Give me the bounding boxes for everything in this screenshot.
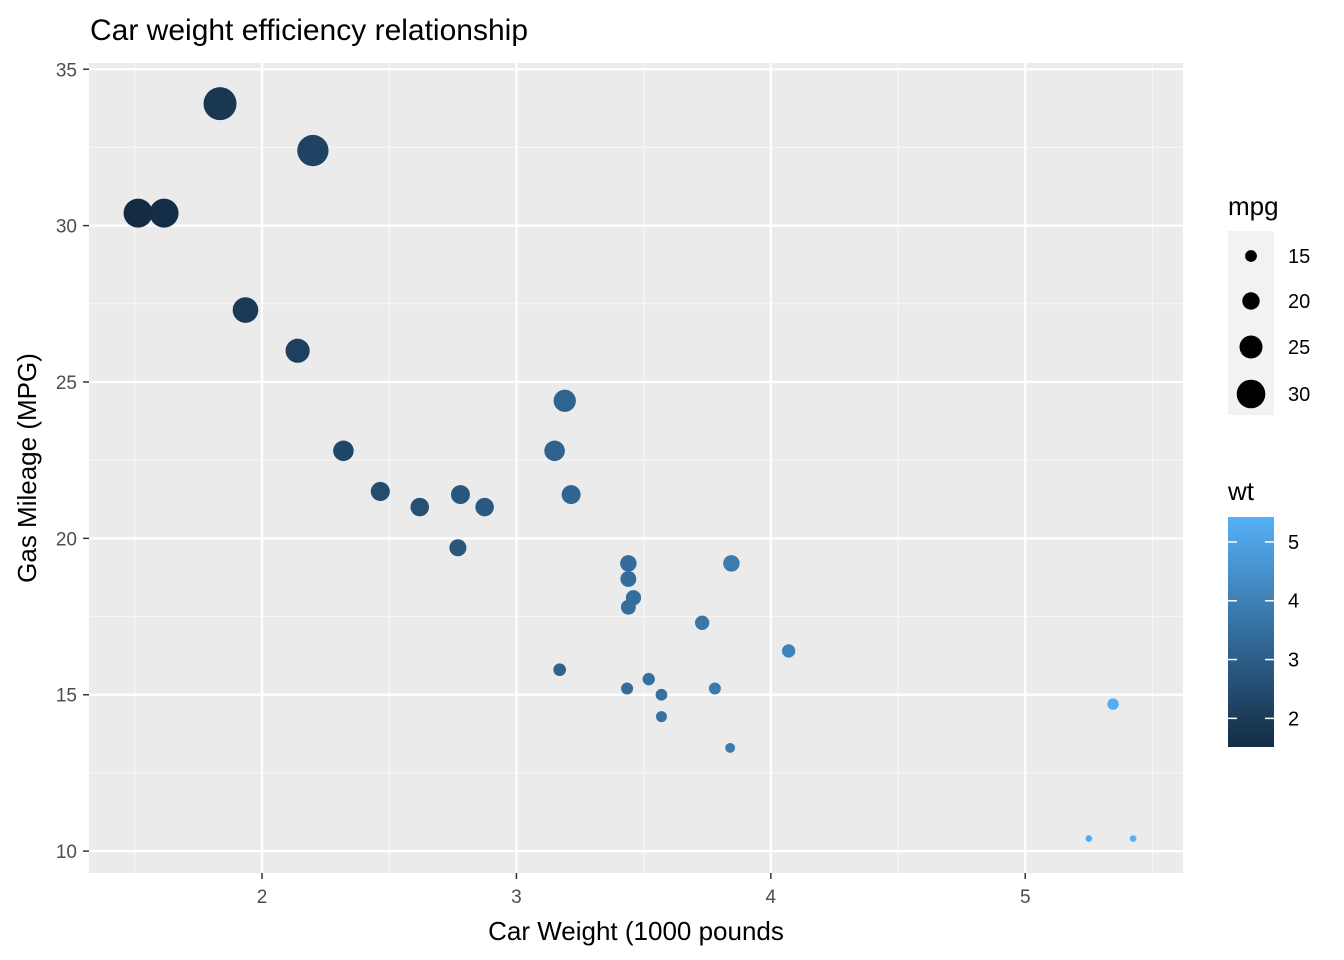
data-point — [1129, 835, 1137, 842]
data-point — [561, 485, 581, 505]
grid-major — [89, 63, 1183, 873]
y-tick-label: 30 — [56, 217, 77, 238]
data-point — [333, 440, 354, 462]
size-legend-key — [1239, 335, 1263, 359]
size-legend-label: 25 — [1288, 337, 1310, 359]
color-legend-label: 4 — [1288, 591, 1299, 613]
color-legend-bar — [1228, 517, 1274, 747]
y-tick-label: 15 — [56, 686, 77, 707]
size-legend-label: 15 — [1288, 246, 1310, 268]
color-legend: wt 2 3 4 5 — [1227, 476, 1299, 747]
data-point — [1107, 698, 1119, 710]
data-point — [725, 742, 736, 753]
data-point — [553, 663, 567, 677]
y-tick-label: 10 — [56, 842, 77, 863]
data-point — [1085, 835, 1093, 842]
data-point — [723, 555, 740, 572]
x-axis-title: Car Weight (1000 pounds — [488, 916, 784, 946]
data-point — [450, 485, 470, 505]
x-tick-label: 3 — [511, 887, 522, 908]
data-point — [203, 87, 237, 121]
color-legend-title: wt — [1227, 476, 1255, 506]
color-legend-ticks: 2 3 4 5 — [1228, 532, 1299, 730]
data-point — [655, 711, 667, 723]
grid-minor — [89, 63, 1183, 873]
data-point — [553, 389, 576, 412]
data-point — [620, 555, 637, 572]
x-axis: 2 3 4 5 — [257, 873, 1031, 908]
data-point — [123, 198, 153, 228]
data-point — [781, 644, 796, 658]
color-legend-label: 3 — [1288, 650, 1299, 672]
data-point — [297, 134, 329, 167]
data-point — [410, 497, 429, 517]
size-legend-title: mpg — [1228, 191, 1279, 221]
y-tick-label: 25 — [56, 373, 77, 394]
size-legend: mpg 15 20 25 30 — [1228, 191, 1310, 415]
data-point — [370, 481, 390, 501]
data-point — [642, 672, 655, 686]
x-tick-label: 2 — [257, 887, 268, 908]
color-legend-label: 5 — [1288, 532, 1299, 554]
data-point — [232, 297, 259, 323]
data-point — [625, 590, 642, 606]
size-legend-keys: 15 20 25 30 — [1236, 246, 1310, 409]
data-point — [544, 440, 565, 462]
y-axis-title: Gas Mileage (MPG) — [12, 353, 42, 583]
data-point — [621, 682, 634, 695]
size-legend-label: 20 — [1288, 291, 1310, 313]
chart-title: Car weight efficiency relationship — [90, 14, 528, 47]
x-tick-label: 5 — [1020, 887, 1031, 908]
data-point — [620, 571, 637, 587]
y-tick-label: 20 — [56, 529, 77, 550]
size-legend-label: 30 — [1288, 384, 1310, 406]
color-legend-label: 2 — [1288, 708, 1299, 730]
data-point — [285, 338, 310, 363]
plot-panel — [89, 63, 1183, 873]
size-legend-key — [1245, 250, 1257, 262]
data-point — [475, 497, 494, 517]
data-point — [694, 615, 710, 630]
x-tick-label: 4 — [766, 887, 777, 908]
data-points — [123, 87, 1137, 842]
size-legend-key — [1242, 292, 1260, 310]
data-point — [708, 682, 721, 695]
size-legend-key — [1236, 379, 1266, 409]
y-axis: 10 15 20 25 30 35 — [56, 60, 89, 863]
data-point — [449, 539, 467, 557]
y-tick-label: 35 — [56, 60, 77, 81]
data-point — [149, 198, 179, 228]
data-point — [655, 688, 668, 701]
